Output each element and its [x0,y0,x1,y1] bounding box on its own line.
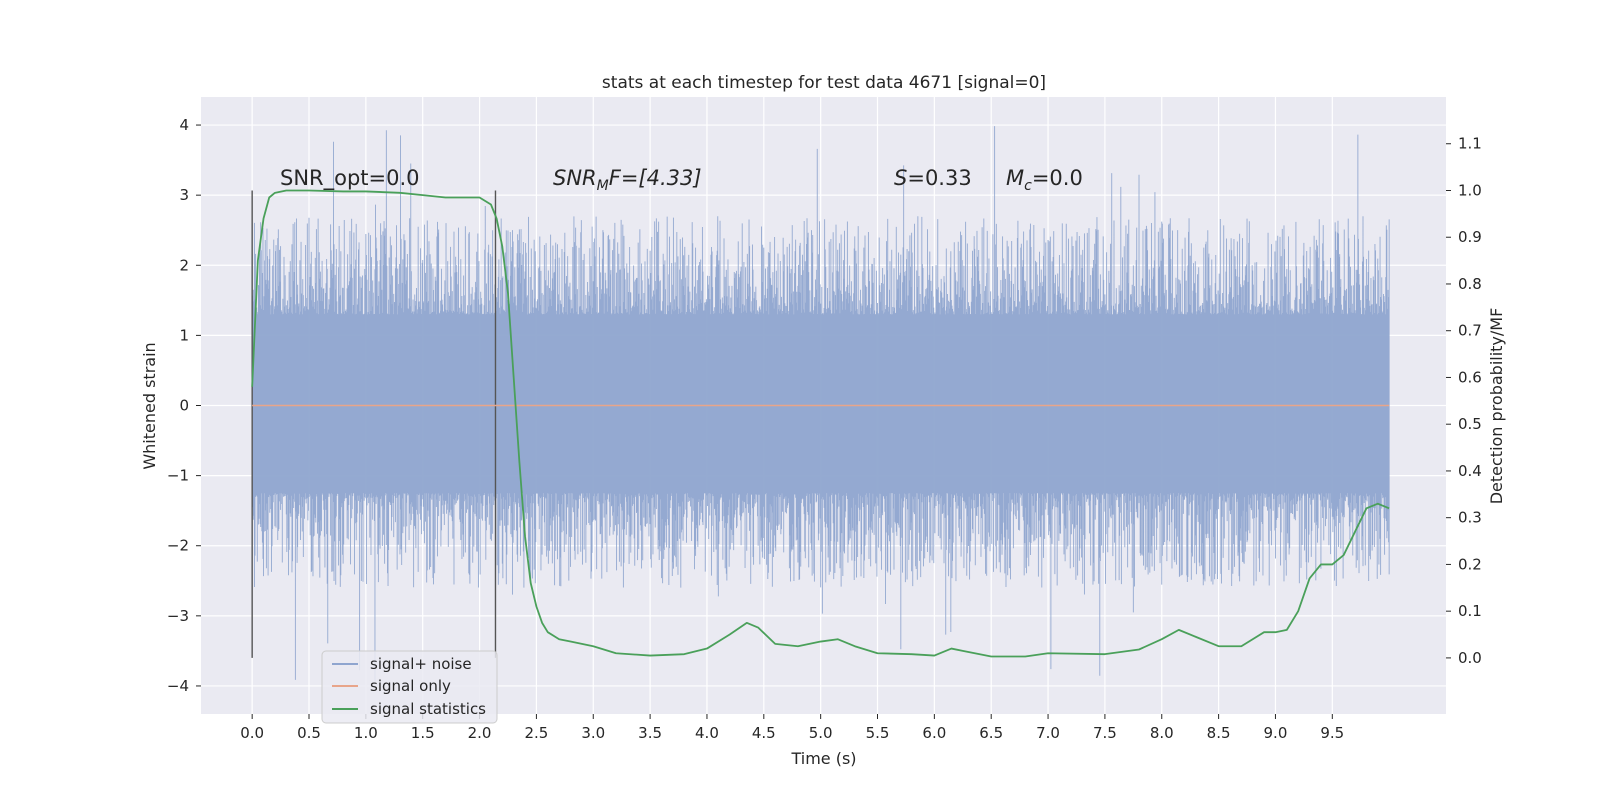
y2-tick-label: 0.8 [1458,275,1482,293]
y-tick-label: 1 [179,326,189,344]
y2-tick-label: 0.4 [1458,462,1482,480]
x-tick-label: 5.0 [809,724,833,742]
y-tick-label: −1 [167,467,189,485]
y-tick-label: −4 [167,677,189,695]
vertical-markers [251,190,497,658]
x-tick-label: 2.0 [468,724,492,742]
y-tick-label: −3 [167,607,189,625]
x-tick-label: 7.0 [1036,724,1060,742]
y2-tick-label: 0.7 [1458,322,1482,340]
y-ticks-left: 4 3 2 1 0 −1 −2 −3 −4 [167,116,201,695]
y-ticks-right: 1.1 1.0 0.9 0.8 0.7 0.6 0.5 0.4 0.3 0.2 0.1 0.0 [1446,135,1482,667]
y2-tick-label: 0.9 [1458,228,1482,246]
signal-statistics-series [251,189,1390,658]
y2-tick-label: 0.5 [1458,415,1482,433]
x-tick-label: 2.5 [524,724,548,742]
y-axis-label-left: Whitened strain [140,342,159,469]
x-ticks: 0.0 0.5 1.0 1.5 2.0 2.5 3.0 3.5 4.0 4.5 5.0 5.5 6.0 6… [240,714,1344,742]
s-var: S [894,166,907,190]
snr-mf-sub: M [597,178,609,194]
snr-mf-base: SNR [553,166,597,190]
mc-val: =0.0 [1032,166,1083,190]
mc-sub: c [1024,178,1032,194]
y2-tick-label: 0.3 [1458,509,1482,527]
s-val: =0.33 [907,166,971,190]
legend-box [321,650,498,724]
legend: signal+ noise signal only signal statist… [321,650,498,724]
y2-tick-label: 1.1 [1458,135,1482,153]
chart-title: stats at each timestep for test data 467… [602,73,1046,93]
y2-tick-label: 1.0 [1458,181,1482,199]
signal-statistics-line [251,189,1390,658]
annotation-snr-opt: SNR_opt=0.0 [280,166,420,191]
snr-mf-rest: F=[4.33] [609,166,702,190]
x-axis-label: Time (s) [790,749,856,768]
annotation-snr-mf: SNRMF=[4.33] [553,166,702,194]
x-tick-label: 4.5 [752,724,776,742]
y2-tick-label: 0.0 [1458,649,1482,667]
x-tick-label: 8.0 [1150,724,1174,742]
x-tick-label: 3.0 [581,724,605,742]
y-tick-label: 4 [179,116,189,134]
x-tick-label: 8.5 [1207,724,1231,742]
legend-label-signal-only: signal only [370,677,451,695]
x-tick-label: 6.5 [979,724,1003,742]
y2-tick-label: 0.1 [1458,602,1482,620]
mc-var: M [1006,166,1024,190]
y2-tick-label: 0.2 [1458,555,1482,573]
x-tick-label: 0.0 [240,724,264,742]
x-tick-label: 7.5 [1093,724,1117,742]
x-tick-label: 5.5 [866,724,890,742]
legend-label-noise: signal+ noise [370,655,472,673]
y-tick-label: 3 [179,186,189,204]
x-tick-label: 0.5 [297,724,321,742]
annotation-s: S=0.33 [894,166,972,190]
legend-label-statistics: signal statistics [370,700,486,718]
annotation-mc: Mc=0.0 [1006,166,1083,194]
x-tick-label: 4.0 [695,724,719,742]
x-tick-label: 3.5 [638,724,662,742]
x-tick-label: 1.5 [411,724,435,742]
y-tick-label: 0 [179,397,189,415]
x-tick-label: 9.0 [1264,724,1288,742]
y-tick-label: −2 [167,537,189,555]
y-axis-label-right: Detection probability/MF [1487,308,1506,505]
x-tick-label: 9.5 [1320,724,1344,742]
x-tick-label: 6.0 [922,724,946,742]
x-tick-label: 1.0 [354,724,378,742]
y-tick-label: 2 [179,256,189,274]
y2-tick-label: 0.6 [1458,368,1482,386]
